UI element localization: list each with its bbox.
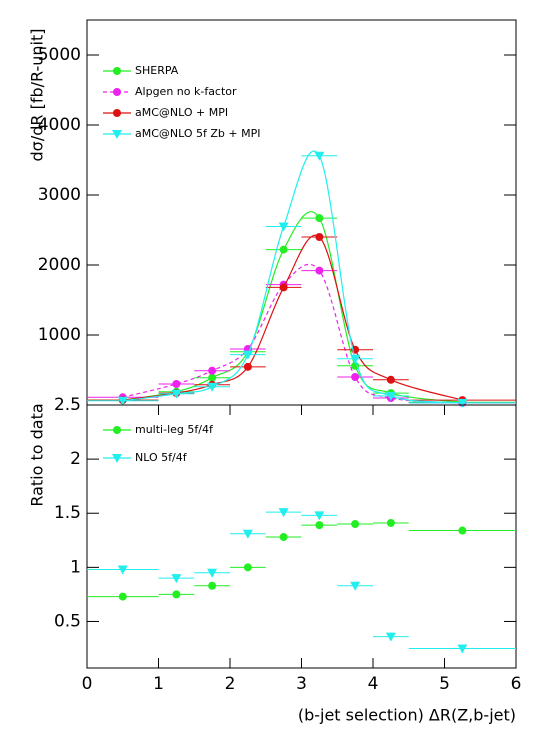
marker (278, 222, 289, 232)
y-tick-label: 1 (70, 557, 81, 577)
marker (171, 389, 182, 399)
marker (385, 391, 396, 401)
y-tick-label: 4000 (38, 115, 81, 135)
marker (458, 526, 467, 535)
marker (351, 373, 360, 381)
marker (172, 380, 181, 388)
marker (279, 245, 288, 254)
x-axis-label: (b-jet selection) ΔR(Z,b-jet) (298, 706, 516, 725)
legend-marker (113, 426, 121, 434)
legend-label: Alpgen no k-factor (135, 85, 237, 98)
x-tick-label: 2 (225, 674, 236, 694)
marker (350, 581, 361, 591)
x-tick-label: 6 (511, 674, 522, 694)
marker (386, 518, 395, 527)
marker (350, 354, 361, 364)
legend-marker (113, 67, 121, 75)
marker (208, 373, 217, 382)
x-tick-label: 5 (439, 674, 450, 694)
marker (279, 533, 288, 542)
marker (314, 151, 325, 161)
marker (457, 644, 468, 654)
marker (171, 574, 182, 584)
marker (208, 366, 217, 375)
y-axis-label: dσ/dR [fb/R-unit] (28, 29, 47, 162)
x-tick-label: 1 (153, 674, 164, 694)
series-curve (122, 234, 463, 401)
y-tick-label: 5000 (38, 45, 81, 65)
legend-label: aMC@NLO 5f Zb + MPI (135, 127, 261, 140)
legend-marker (113, 88, 121, 96)
legend-label: SHERPA (135, 64, 179, 77)
x-tick-label: 3 (296, 674, 307, 694)
y-tick-label: 1.5 (54, 503, 81, 523)
series-curve (122, 211, 463, 403)
marker (242, 529, 253, 539)
marker (315, 233, 324, 241)
marker (314, 511, 325, 521)
y-tick-label: 2.5 (54, 395, 81, 415)
marker (315, 214, 324, 223)
marker (315, 521, 324, 530)
marker (278, 508, 289, 518)
y-tick-label: 1000 (38, 325, 81, 345)
marker (315, 266, 324, 275)
legend-marker (112, 130, 122, 139)
series-curve (122, 150, 463, 404)
marker (208, 581, 217, 590)
y-axis-label: Ratio to data (28, 403, 47, 506)
marker (172, 590, 181, 599)
legend-marker (113, 109, 121, 117)
marker (207, 382, 218, 392)
marker (207, 568, 218, 578)
y-tick-label: 2 (70, 449, 81, 469)
marker (117, 565, 128, 575)
legend-label: multi-leg 5f/4f (135, 423, 214, 436)
x-tick-label: 0 (82, 674, 93, 694)
marker (117, 396, 128, 406)
marker (243, 563, 252, 572)
y-tick-label: 3000 (38, 185, 81, 205)
legend-label: aMC@NLO + MPI (135, 106, 228, 119)
marker (351, 520, 360, 529)
marker (385, 632, 396, 642)
marker (242, 350, 253, 360)
y-tick-label: 0.5 (54, 611, 81, 631)
y-tick-label: 2000 (38, 255, 81, 275)
marker (457, 398, 468, 408)
x-tick-label: 4 (368, 674, 379, 694)
marker (118, 592, 127, 601)
marker (386, 375, 395, 384)
marker (279, 283, 288, 292)
legend-marker (112, 454, 122, 463)
legend-label: NLO 5f/4f (135, 451, 188, 464)
marker (243, 362, 252, 371)
